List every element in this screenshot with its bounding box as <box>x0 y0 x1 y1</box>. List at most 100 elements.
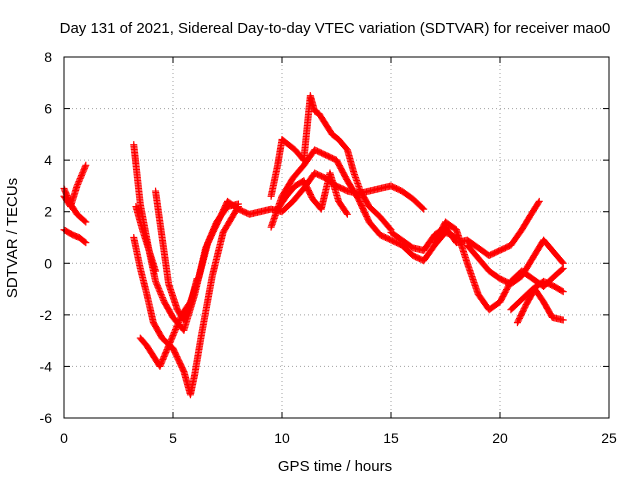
data-point <box>204 239 212 247</box>
data-point <box>81 164 89 172</box>
y-tick-label: 4 <box>44 152 52 168</box>
data-point <box>559 316 567 324</box>
data-point <box>153 280 161 288</box>
series-track-10 <box>267 92 395 234</box>
data-point <box>76 176 84 184</box>
data-point <box>169 331 177 339</box>
data-point <box>210 224 218 232</box>
data-point <box>172 324 180 332</box>
data-point <box>209 225 217 233</box>
data-point <box>173 321 181 329</box>
data-point <box>420 205 428 213</box>
data-point <box>157 291 165 299</box>
x-tick-label: 10 <box>274 430 290 446</box>
data-point <box>74 179 82 187</box>
series-track-3 <box>60 226 90 247</box>
data-points <box>60 92 567 399</box>
data-point <box>558 265 566 273</box>
y-tick-labels: -6 -4 -2 0 2 4 6 8 <box>40 49 53 426</box>
chart-title: Day 131 of 2021, Sidereal Day-to-day VTE… <box>60 20 611 37</box>
series-track-1 <box>60 161 90 211</box>
data-point <box>155 286 163 294</box>
data-point <box>559 259 567 267</box>
data-point <box>171 327 179 335</box>
series-track-7 <box>152 187 201 324</box>
data-point <box>558 258 566 266</box>
data-point <box>159 295 167 303</box>
x-tick-label: 0 <box>60 430 68 446</box>
series-track-8 <box>132 203 160 275</box>
data-point <box>79 167 87 175</box>
data-point <box>75 178 83 186</box>
x-tick-label: 5 <box>169 430 177 446</box>
data-point <box>208 230 216 238</box>
data-point <box>343 209 351 217</box>
data-point <box>77 173 85 181</box>
y-tick-label: -4 <box>40 358 53 374</box>
data-point <box>81 238 89 246</box>
data-point <box>170 329 178 337</box>
data-point <box>535 197 543 205</box>
data-point <box>193 275 201 283</box>
y-tick-label: 0 <box>44 255 52 271</box>
data-point <box>82 218 90 226</box>
series-track-15 <box>463 236 567 288</box>
data-point <box>80 166 88 174</box>
data-point <box>155 285 163 293</box>
x-axis-label: GPS time / hours <box>278 458 392 475</box>
data-point <box>209 227 217 235</box>
data-point <box>386 225 394 233</box>
data-point <box>205 236 213 244</box>
data-point <box>175 317 183 325</box>
data-point <box>77 172 85 180</box>
x-tick-label: 15 <box>383 430 399 446</box>
series-track-16 <box>513 285 567 327</box>
data-point <box>419 204 427 212</box>
data-point <box>157 289 165 297</box>
data-point <box>152 279 160 287</box>
y-tick-label: 8 <box>44 49 52 65</box>
data-point <box>158 294 166 302</box>
data-point <box>558 287 566 295</box>
data-point <box>158 292 166 300</box>
data-point <box>211 222 219 230</box>
data-point <box>174 320 182 328</box>
data-point <box>206 233 214 241</box>
series-track-11 <box>267 146 460 265</box>
data-point <box>207 231 215 239</box>
y-tick-label: 2 <box>44 204 52 220</box>
data-point <box>82 239 90 247</box>
y-tick-label: -2 <box>40 307 53 323</box>
data-point <box>534 199 542 207</box>
data-point <box>153 282 161 290</box>
data-point <box>81 163 89 171</box>
data-point <box>76 175 84 183</box>
series-track-12 <box>274 169 351 218</box>
series-track-17 <box>507 277 567 314</box>
data-point <box>152 277 160 285</box>
x-tick-label: 20 <box>492 430 508 446</box>
data-point <box>156 288 164 296</box>
x-tick-label: 25 <box>601 430 617 446</box>
y-tick-label: -6 <box>40 410 53 426</box>
data-point <box>205 237 213 245</box>
data-point <box>171 326 179 334</box>
data-point <box>78 170 86 178</box>
data-point <box>154 283 162 291</box>
axis-ticks <box>63 56 610 419</box>
series-track-2 <box>60 185 90 226</box>
data-point <box>82 161 90 169</box>
x-tick-labels: 0 5 10 15 20 25 <box>60 430 617 446</box>
data-point <box>74 180 82 188</box>
plot-frame <box>63 56 610 419</box>
data-point <box>343 210 351 218</box>
y-tick-label: 6 <box>44 101 52 117</box>
data-point <box>211 221 219 229</box>
y-axis-label: SDTVAR / TECUs <box>4 178 21 298</box>
data-point <box>170 330 178 338</box>
data-point <box>79 169 87 177</box>
data-point <box>173 323 181 331</box>
data-point <box>208 228 216 236</box>
